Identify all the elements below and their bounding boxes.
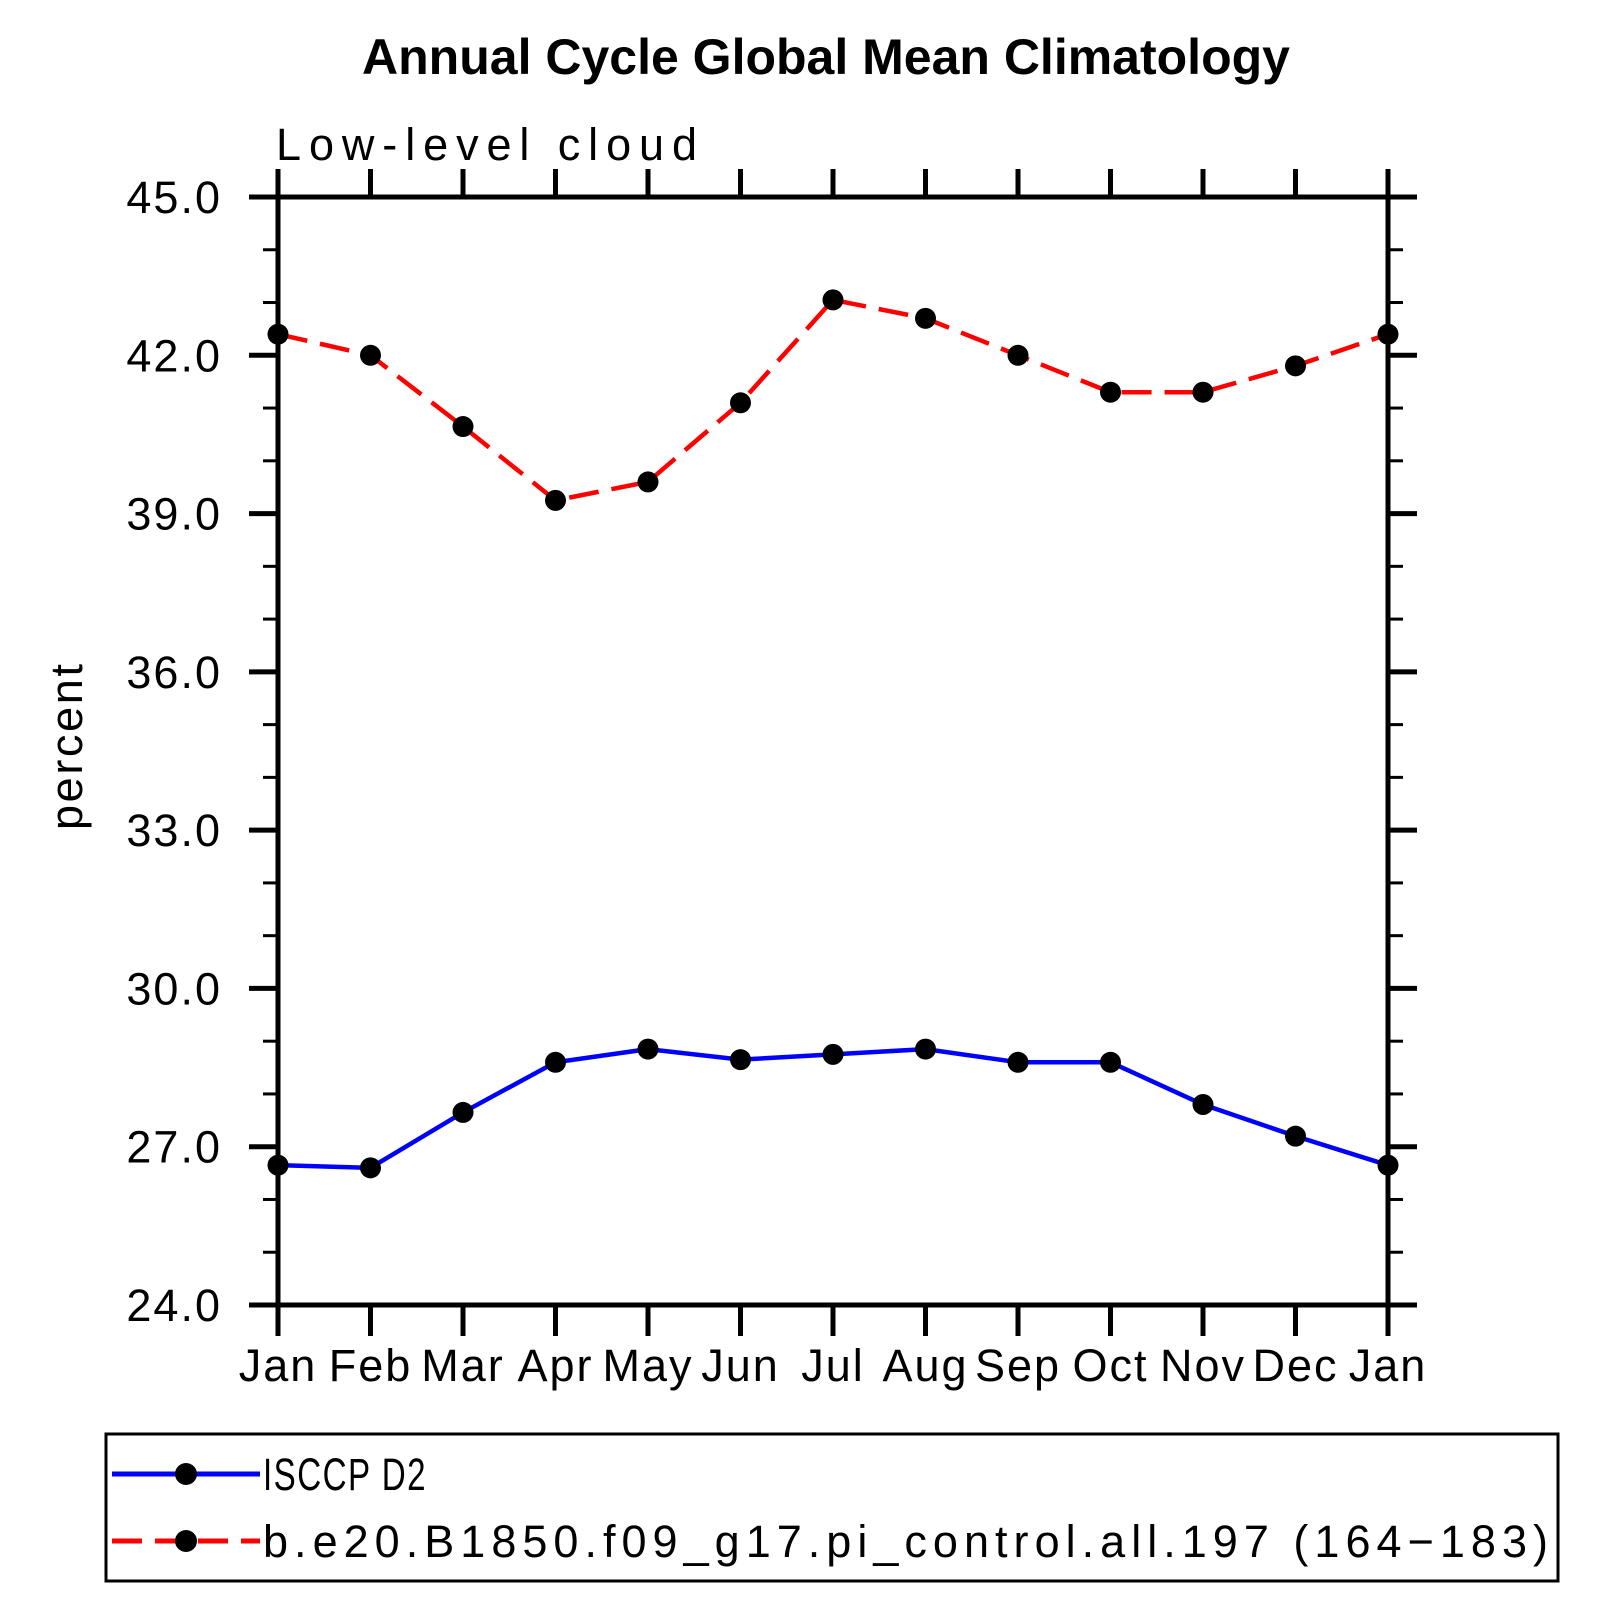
chart-title: Annual Cycle Global Mean Climatology (362, 29, 1290, 85)
legend-label-isccp-d2: ISCCP D2 (263, 1449, 427, 1500)
x-tick-label: Apr (517, 1340, 593, 1391)
data-point-marker-isccp-d2 (267, 1154, 289, 1176)
legend-marker-isccp-d2 (175, 1463, 197, 1485)
data-point-marker-isccp-d2 (1100, 1051, 1121, 1073)
x-tick-label: Jan (239, 1340, 318, 1391)
series-layer (267, 289, 1399, 1179)
legend: ISCCP D2 b.e20.B1850.f09_g17.pi_control.… (104, 1432, 1560, 1583)
x-tick-label: Sep (975, 1340, 1061, 1391)
data-point-marker-isccp-d2 (1007, 1051, 1029, 1073)
y-tick-label: 27.0 (126, 1122, 222, 1173)
data-point-marker-model (1377, 323, 1399, 345)
data-point-marker-model (1007, 344, 1029, 366)
data-point-marker-model (545, 489, 566, 511)
y-tick-label: 24.0 (126, 1280, 222, 1331)
series-line-isccp-d2 (277, 1046, 1389, 1171)
legend-label-model: b.e20.B1850.f09_g17.pi_control.all.197 (… (263, 1516, 1550, 1567)
plot-frame (275, 194, 1391, 1308)
data-point-marker-isccp-d2 (545, 1051, 566, 1073)
chart-subtitle: Low-level cloud (276, 119, 699, 170)
x-tick-label: Dec (1252, 1340, 1338, 1391)
data-point-marker-model (267, 323, 289, 345)
data-point-marker-isccp-d2 (637, 1038, 659, 1060)
y-tick-label: 30.0 (126, 963, 222, 1014)
legend-marker-model (175, 1530, 197, 1552)
y-tick-label: 42.0 (126, 330, 222, 381)
data-point-marker-isccp-d2 (1285, 1125, 1306, 1147)
legend-box (104, 1432, 1560, 1583)
x-tick-label: Nov (1160, 1340, 1246, 1391)
data-point-marker-model (1192, 381, 1214, 403)
x-tick-label: Jun (701, 1340, 780, 1391)
data-point-marker-model (822, 289, 844, 311)
data-point-marker-isccp-d2 (915, 1038, 936, 1060)
data-point-marker-isccp-d2 (730, 1049, 751, 1071)
x-tick-label: Oct (1072, 1340, 1148, 1391)
data-point-marker-isccp-d2 (360, 1157, 381, 1179)
x-tick-label: Jul (801, 1340, 865, 1391)
y-tick-label: 36.0 (126, 647, 222, 698)
data-point-marker-model (637, 471, 659, 493)
x-tick-label: Mar (421, 1340, 505, 1391)
data-point-marker-model (1285, 355, 1306, 377)
data-point-marker-model (452, 416, 474, 438)
data-point-marker-model (915, 307, 936, 329)
y-tick-label: 45.0 (126, 172, 222, 223)
data-point-marker-model (730, 392, 751, 414)
series-line-model (277, 297, 1389, 503)
y-tick-label: 33.0 (126, 805, 222, 856)
x-tick-label: Feb (329, 1340, 413, 1391)
data-point-marker-isccp-d2 (1192, 1094, 1214, 1116)
data-point-marker-isccp-d2 (452, 1101, 474, 1123)
x-tick-label: Jan (1349, 1340, 1428, 1391)
x-tick-label: Aug (882, 1340, 968, 1391)
data-point-marker-model (1100, 381, 1121, 403)
x-tick-label: May (602, 1340, 693, 1391)
data-point-marker-isccp-d2 (822, 1043, 844, 1065)
data-point-marker-isccp-d2 (1377, 1154, 1399, 1176)
y-tick-label: 39.0 (126, 489, 222, 540)
y-axis-title: percent (41, 662, 92, 830)
data-point-marker-model (360, 344, 381, 366)
